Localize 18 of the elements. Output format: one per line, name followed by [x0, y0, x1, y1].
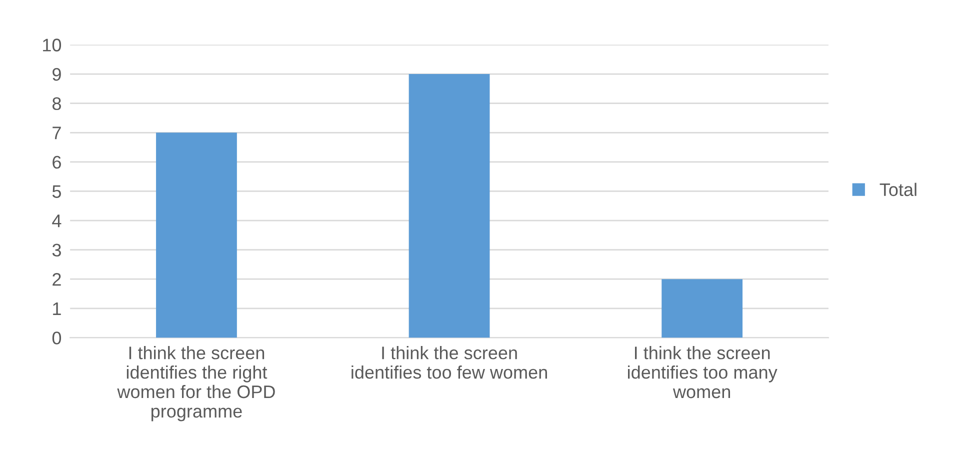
- y-tick-label: 5: [52, 185, 61, 198]
- y-tick-label: 1: [53, 302, 61, 315]
- y-tick-label: 0: [52, 332, 62, 344]
- x-tick-label: I think the screen identifies the right women for the OPD programme: [117, 346, 275, 422]
- y-tick-label: 6: [52, 156, 61, 169]
- y-tick-label: 2: [52, 273, 61, 286]
- legend-label: Total: [880, 182, 916, 196]
- bar: [156, 132, 237, 338]
- x-tick-label: I think the screen identifies too few women: [352, 346, 547, 379]
- y-tick-label: 4: [52, 214, 62, 228]
- x-tick-label: I think the screen identifies too many women: [628, 346, 778, 398]
- y-tick-label: 9: [52, 68, 61, 81]
- y-tick-label: 3: [52, 244, 61, 257]
- y-tick-label: 10: [43, 38, 62, 52]
- y-tick-label: 8: [52, 97, 61, 110]
- bar: [662, 279, 743, 338]
- y-tick-label: 7: [52, 126, 61, 140]
- bar: [408, 74, 490, 338]
